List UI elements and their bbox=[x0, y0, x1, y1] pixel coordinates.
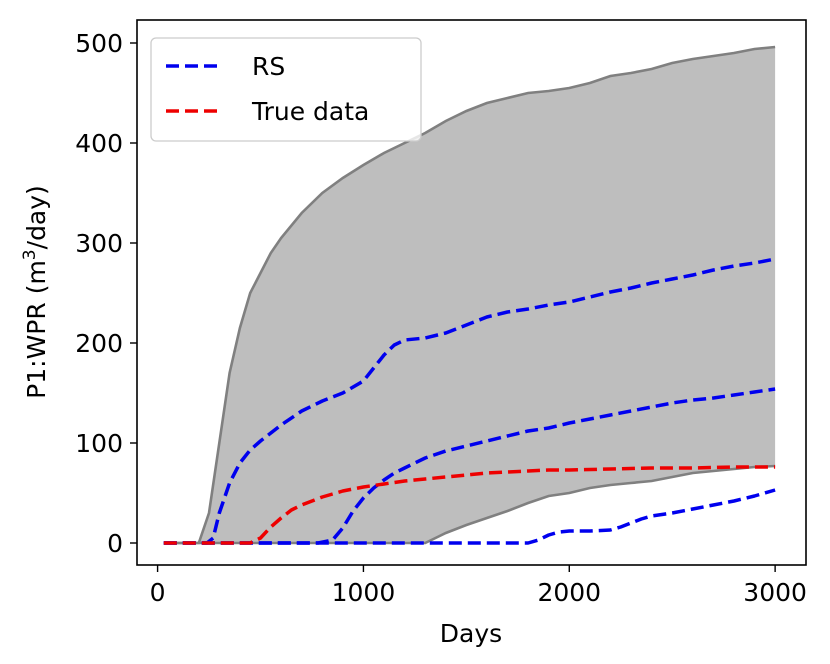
legend-label-true-data: True data bbox=[251, 97, 369, 126]
legend: RS True data bbox=[150, 37, 422, 142]
axis-ticks: 0 1000 2000 3000 0 100 200 300 400 500 bbox=[75, 29, 807, 607]
y-tick-label: 500 bbox=[75, 29, 123, 58]
y-axis-label-main: P1:WPR (m bbox=[22, 260, 51, 399]
x-tick-label: 3000 bbox=[743, 578, 807, 607]
band-lower-edge bbox=[163, 464, 776, 545]
y-tick-label: 100 bbox=[75, 429, 123, 458]
plot-area bbox=[163, 45, 776, 545]
series-line-rs-2 bbox=[163, 488, 776, 545]
legend-label-rs: RS bbox=[252, 52, 285, 81]
series-line-rs-0 bbox=[163, 257, 776, 545]
y-tick-label: 0 bbox=[107, 529, 123, 558]
x-tick-label: 2000 bbox=[537, 578, 601, 607]
x-tick-label: 0 bbox=[150, 578, 166, 607]
legend-box bbox=[150, 37, 422, 142]
series-line-rs-1 bbox=[163, 387, 776, 545]
y-axis-label: P1:WPR (m3/day) bbox=[20, 185, 51, 399]
y-axis-label-superscript: 3 bbox=[20, 249, 40, 260]
x-tick-label: 1000 bbox=[332, 578, 396, 607]
x-axis-label: Days bbox=[440, 619, 502, 648]
band-upper-edge bbox=[163, 45, 776, 545]
y-axis-label-unit: /day) bbox=[22, 185, 51, 249]
uncertainty-band bbox=[163, 47, 776, 543]
y-tick-label: 200 bbox=[75, 329, 123, 358]
y-tick-label: 300 bbox=[75, 229, 123, 258]
series-line-true-data-3 bbox=[163, 465, 776, 545]
y-tick-label: 400 bbox=[75, 129, 123, 158]
plot-frame bbox=[136, 19, 807, 566]
